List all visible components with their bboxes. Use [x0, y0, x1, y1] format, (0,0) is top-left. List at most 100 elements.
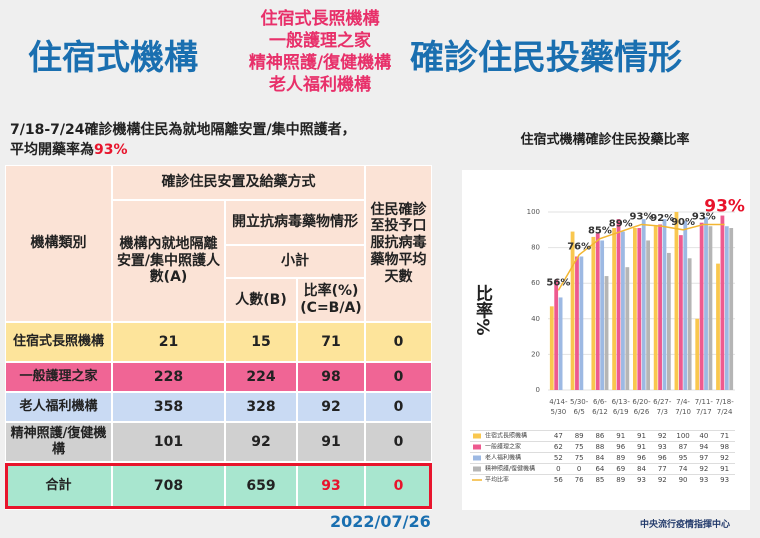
table-header: 機構內就地隔離安置/集中照護人數(A): [112, 200, 225, 322]
table-value: 89: [616, 454, 625, 462]
table-value: 98: [720, 443, 729, 451]
title-line: 一般護理之家: [269, 31, 371, 51]
x-tick-label: 5/30-6/5: [570, 398, 589, 416]
bar: [729, 228, 734, 390]
title-line: 住宿式長照機構: [260, 9, 380, 29]
data-label: 93%: [630, 211, 654, 222]
row-label: 合計: [5, 462, 112, 510]
y-tick-label: 20: [531, 350, 540, 358]
y-tick-label: 0: [536, 386, 540, 394]
table-cell: 101: [112, 422, 225, 462]
table-value: 71: [720, 432, 729, 440]
bar: [662, 219, 667, 390]
title-left: 住宿式機構: [28, 38, 198, 78]
table-value: 0: [556, 465, 560, 473]
note-highlight: 93%: [94, 142, 128, 158]
bar: [616, 219, 621, 390]
bar: [625, 267, 630, 390]
x-tick-label: 6/6-6/12: [592, 398, 608, 416]
table-value: 84: [595, 454, 604, 462]
bar: [658, 224, 662, 390]
table-value: 75: [575, 443, 584, 451]
table-value: 76: [575, 476, 584, 484]
table-header: 小計: [225, 245, 365, 278]
table-value: 93: [720, 476, 729, 484]
table-cell: 92: [297, 392, 365, 422]
total-highlight: [5, 463, 432, 509]
table-cell: 92: [225, 422, 297, 462]
table-cell: 358: [112, 392, 225, 422]
y-tick-label: 100: [527, 208, 540, 216]
table-cell: 0: [365, 392, 432, 422]
legend-label: 平均比率: [485, 476, 509, 484]
note-line: 7/18-7/24確診機構住民為就地隔離安置/集中照護者，: [10, 122, 356, 138]
bar: [720, 215, 725, 390]
data-label: 93%: [692, 211, 716, 222]
data-label: 93%: [704, 196, 745, 216]
bar: [641, 219, 646, 390]
bar: [637, 228, 642, 390]
x-tick-label: 7/4-7/10: [675, 398, 691, 416]
table-header: 開立抗病毒藥物情形: [225, 200, 365, 245]
x-tick-label: 7/11-7/17: [695, 398, 714, 416]
bar: [612, 228, 617, 390]
table-cell: 0: [365, 422, 432, 462]
table-value: 94: [699, 443, 708, 451]
bar: [591, 236, 596, 390]
bar: [724, 226, 729, 390]
table-value: 77: [658, 465, 667, 473]
table-value: 92: [658, 432, 667, 440]
legend-label: 老人福利機構: [485, 454, 521, 462]
chart-title: 住宿式機構確診住民投藥比率: [520, 132, 689, 148]
table-value: 0: [577, 465, 581, 473]
legend-swatch: [473, 455, 481, 461]
bar: [695, 318, 700, 390]
table-cell: 15: [225, 322, 297, 362]
table-cell: 93: [297, 462, 365, 510]
table-value: 91: [637, 443, 646, 451]
table-value: 86: [595, 432, 604, 440]
table-value: 96: [637, 454, 646, 462]
table-value: 100: [676, 432, 689, 440]
table-cell: 0: [365, 362, 432, 392]
table-value: 85: [595, 476, 604, 484]
bar: [699, 222, 704, 390]
table-header: 人數(B): [225, 278, 297, 322]
bar: [687, 258, 692, 390]
table-value: 88: [595, 443, 604, 451]
title-line: 老人福利機構: [269, 75, 371, 95]
title-right: 確診住民投藥情形: [410, 38, 682, 78]
bar: [666, 252, 671, 390]
table-cell: 708: [112, 462, 225, 510]
table-value: 47: [554, 432, 563, 440]
table-value: 62: [554, 443, 563, 451]
table-value: 96: [658, 454, 667, 462]
date: 2022/07/26: [330, 512, 431, 531]
bar: [549, 306, 554, 390]
bar: [575, 256, 579, 390]
table-header: 機構類別: [5, 165, 112, 322]
table-value: 87: [679, 443, 688, 451]
data-label: 76%: [567, 242, 591, 253]
table-cell: 91: [297, 422, 365, 462]
data-label: 89%: [609, 219, 633, 230]
table-value: 96: [616, 443, 625, 451]
bar: [704, 217, 708, 390]
data-label: 56%: [546, 277, 570, 288]
note-line: 平均開藥率為93%: [10, 140, 356, 160]
bar: [633, 228, 637, 390]
bar: [570, 231, 575, 390]
table-value: 74: [679, 465, 688, 473]
table-cell: 71: [297, 322, 365, 362]
x-tick-label: 6/20-6/26: [632, 398, 651, 416]
row-label: 老人福利機構: [5, 392, 112, 422]
x-tick-label: 6/13-6/19: [612, 398, 631, 416]
bar: [558, 297, 563, 390]
table-header: 確診住民安置及給藥方式: [112, 165, 365, 200]
bar: [595, 233, 600, 390]
legend-label: 精神照護/復健機構: [485, 465, 535, 473]
table-value: 52: [554, 454, 563, 462]
table-cell: 328: [225, 392, 297, 422]
